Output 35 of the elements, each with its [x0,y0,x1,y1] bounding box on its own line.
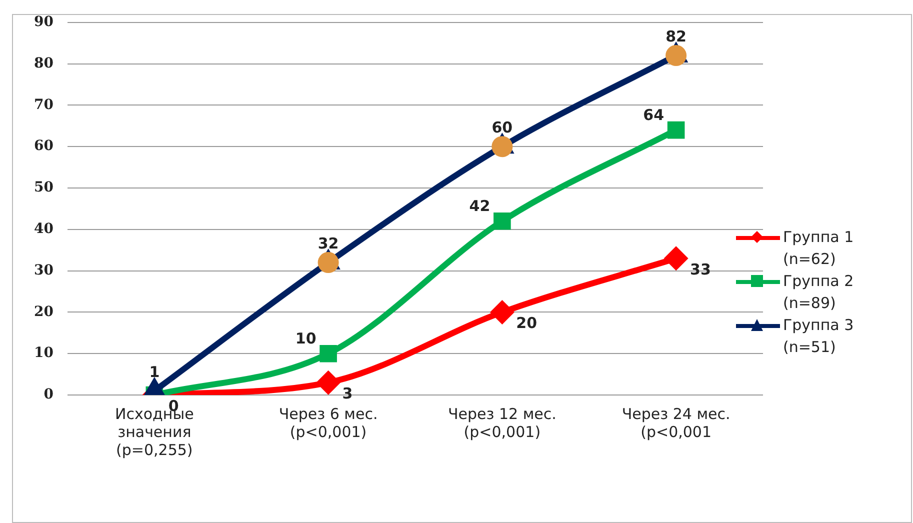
point [665,247,688,270]
y-tick-label: 90 [34,14,54,30]
data-label: 3 [342,384,353,402]
legend-label: Группа 3 (n=51) [783,315,854,358]
y-tick-label: 50 [34,180,54,196]
y-tick-label: 60 [34,138,54,154]
point [666,45,687,66]
legend-label: Группа 2 (n=89) [783,271,854,314]
y-tick-label: 10 [34,345,54,362]
data-label: 20 [516,314,538,332]
y-tick-label: 40 [34,221,54,238]
legend-label: Группа 1 (n=62) [783,227,854,270]
y-tick-label: 0 [44,386,54,403]
point [492,136,513,158]
point [494,212,511,230]
y-tick-label: 30 [34,262,54,278]
data-label: 1 [149,362,160,381]
x-tick-label: Через 12 мес. (p<0,001) [448,404,556,441]
data-label: 33 [690,260,711,278]
point [491,301,514,324]
data-label: 64 [643,106,664,124]
y-tick-label: 80 [34,55,54,72]
y-tick-label: 20 [34,304,54,320]
data-label: 82 [666,27,686,46]
data-label: 60 [492,118,513,136]
point [667,121,685,139]
point [317,372,340,394]
data-label: 32 [318,234,339,252]
data-label: 10 [295,329,316,348]
point [318,252,339,274]
point [320,344,337,362]
data-label: 42 [469,197,490,216]
x-tick-label: Через 24 мес. (p<0,001 [622,404,730,441]
x-tick-label: Через 6 мес. (p<0,001) [278,404,378,441]
y-tick-label: 70 [34,96,54,113]
